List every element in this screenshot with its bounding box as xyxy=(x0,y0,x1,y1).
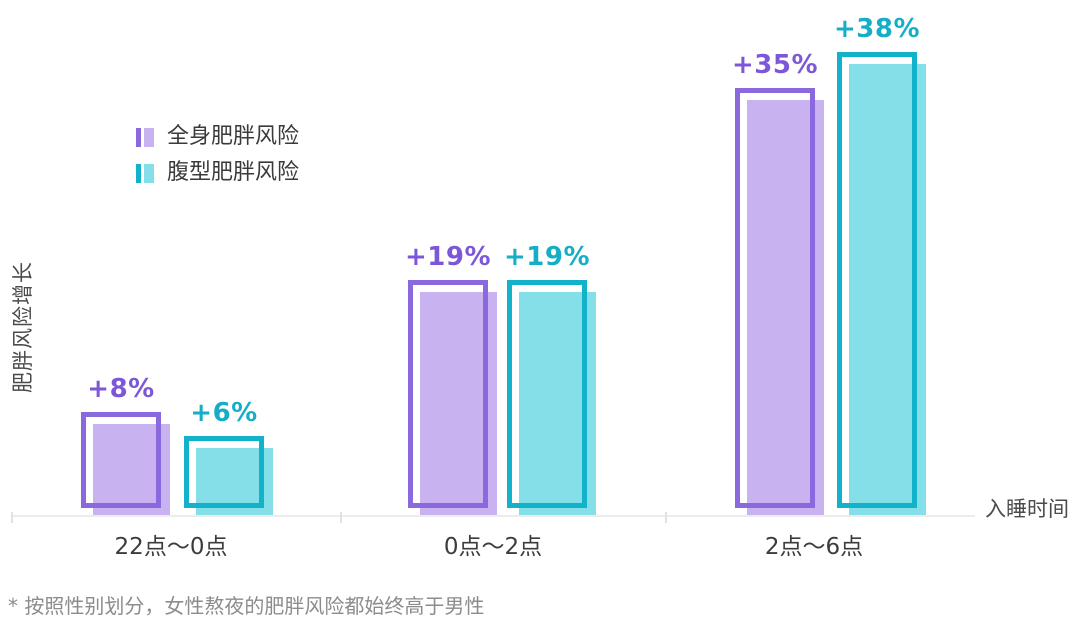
x-axis-label: 入睡时间 xyxy=(985,497,1069,521)
legend-item-abdominal-obesity: 腹型肥胖风险 xyxy=(136,160,299,186)
bar-value-label: +38% xyxy=(833,14,921,44)
bar-full-body-obesity-2: +19% xyxy=(405,242,497,516)
legend-swatch-icon xyxy=(136,127,154,147)
footnote: * 按照性别划分，女性熬夜的肥胖风险都始终高于男性 xyxy=(8,594,485,618)
legend-label: 全身肥胖风险 xyxy=(167,124,300,149)
bar-frame xyxy=(735,88,815,508)
x-axis-line xyxy=(11,515,975,517)
bar-frame xyxy=(81,412,161,508)
category-label-2: 0点～2点 xyxy=(443,534,543,560)
y-axis-label: 肥胖风险增长 xyxy=(11,261,35,393)
bar-frame xyxy=(408,280,488,508)
bar-value-label: +8% xyxy=(87,374,155,404)
category-label-1: 22点～0点 xyxy=(114,534,228,560)
bar-value-label: +6% xyxy=(190,398,258,428)
bar-abdominal-obesity-2: +19% xyxy=(504,242,596,516)
legend-swatch-icon xyxy=(136,164,154,184)
bar-full-body-obesity-3: +35% xyxy=(732,50,824,516)
category-label-3: 2点～6点 xyxy=(764,534,864,560)
legend-label: 腹型肥胖风险 xyxy=(167,160,300,186)
axis-tick xyxy=(11,512,13,523)
bar-abdominal-obesity-1: +6% xyxy=(184,398,273,516)
bar-value-label: +35% xyxy=(731,50,819,80)
bar-frame xyxy=(837,52,917,508)
bar-frame xyxy=(184,436,264,508)
bar-abdominal-obesity-3: +38% xyxy=(834,14,926,516)
legend: 全身肥胖风险 腹型肥胖风险 xyxy=(136,124,299,187)
bar-full-body-obesity-1: +8% xyxy=(81,374,170,516)
bar-value-label: +19% xyxy=(503,242,591,272)
bar-value-label: +19% xyxy=(404,242,492,272)
axis-tick xyxy=(665,512,667,523)
axis-tick xyxy=(340,512,342,523)
legend-item-full-body-obesity: 全身肥胖风险 xyxy=(136,124,299,150)
bar-frame xyxy=(507,280,587,508)
